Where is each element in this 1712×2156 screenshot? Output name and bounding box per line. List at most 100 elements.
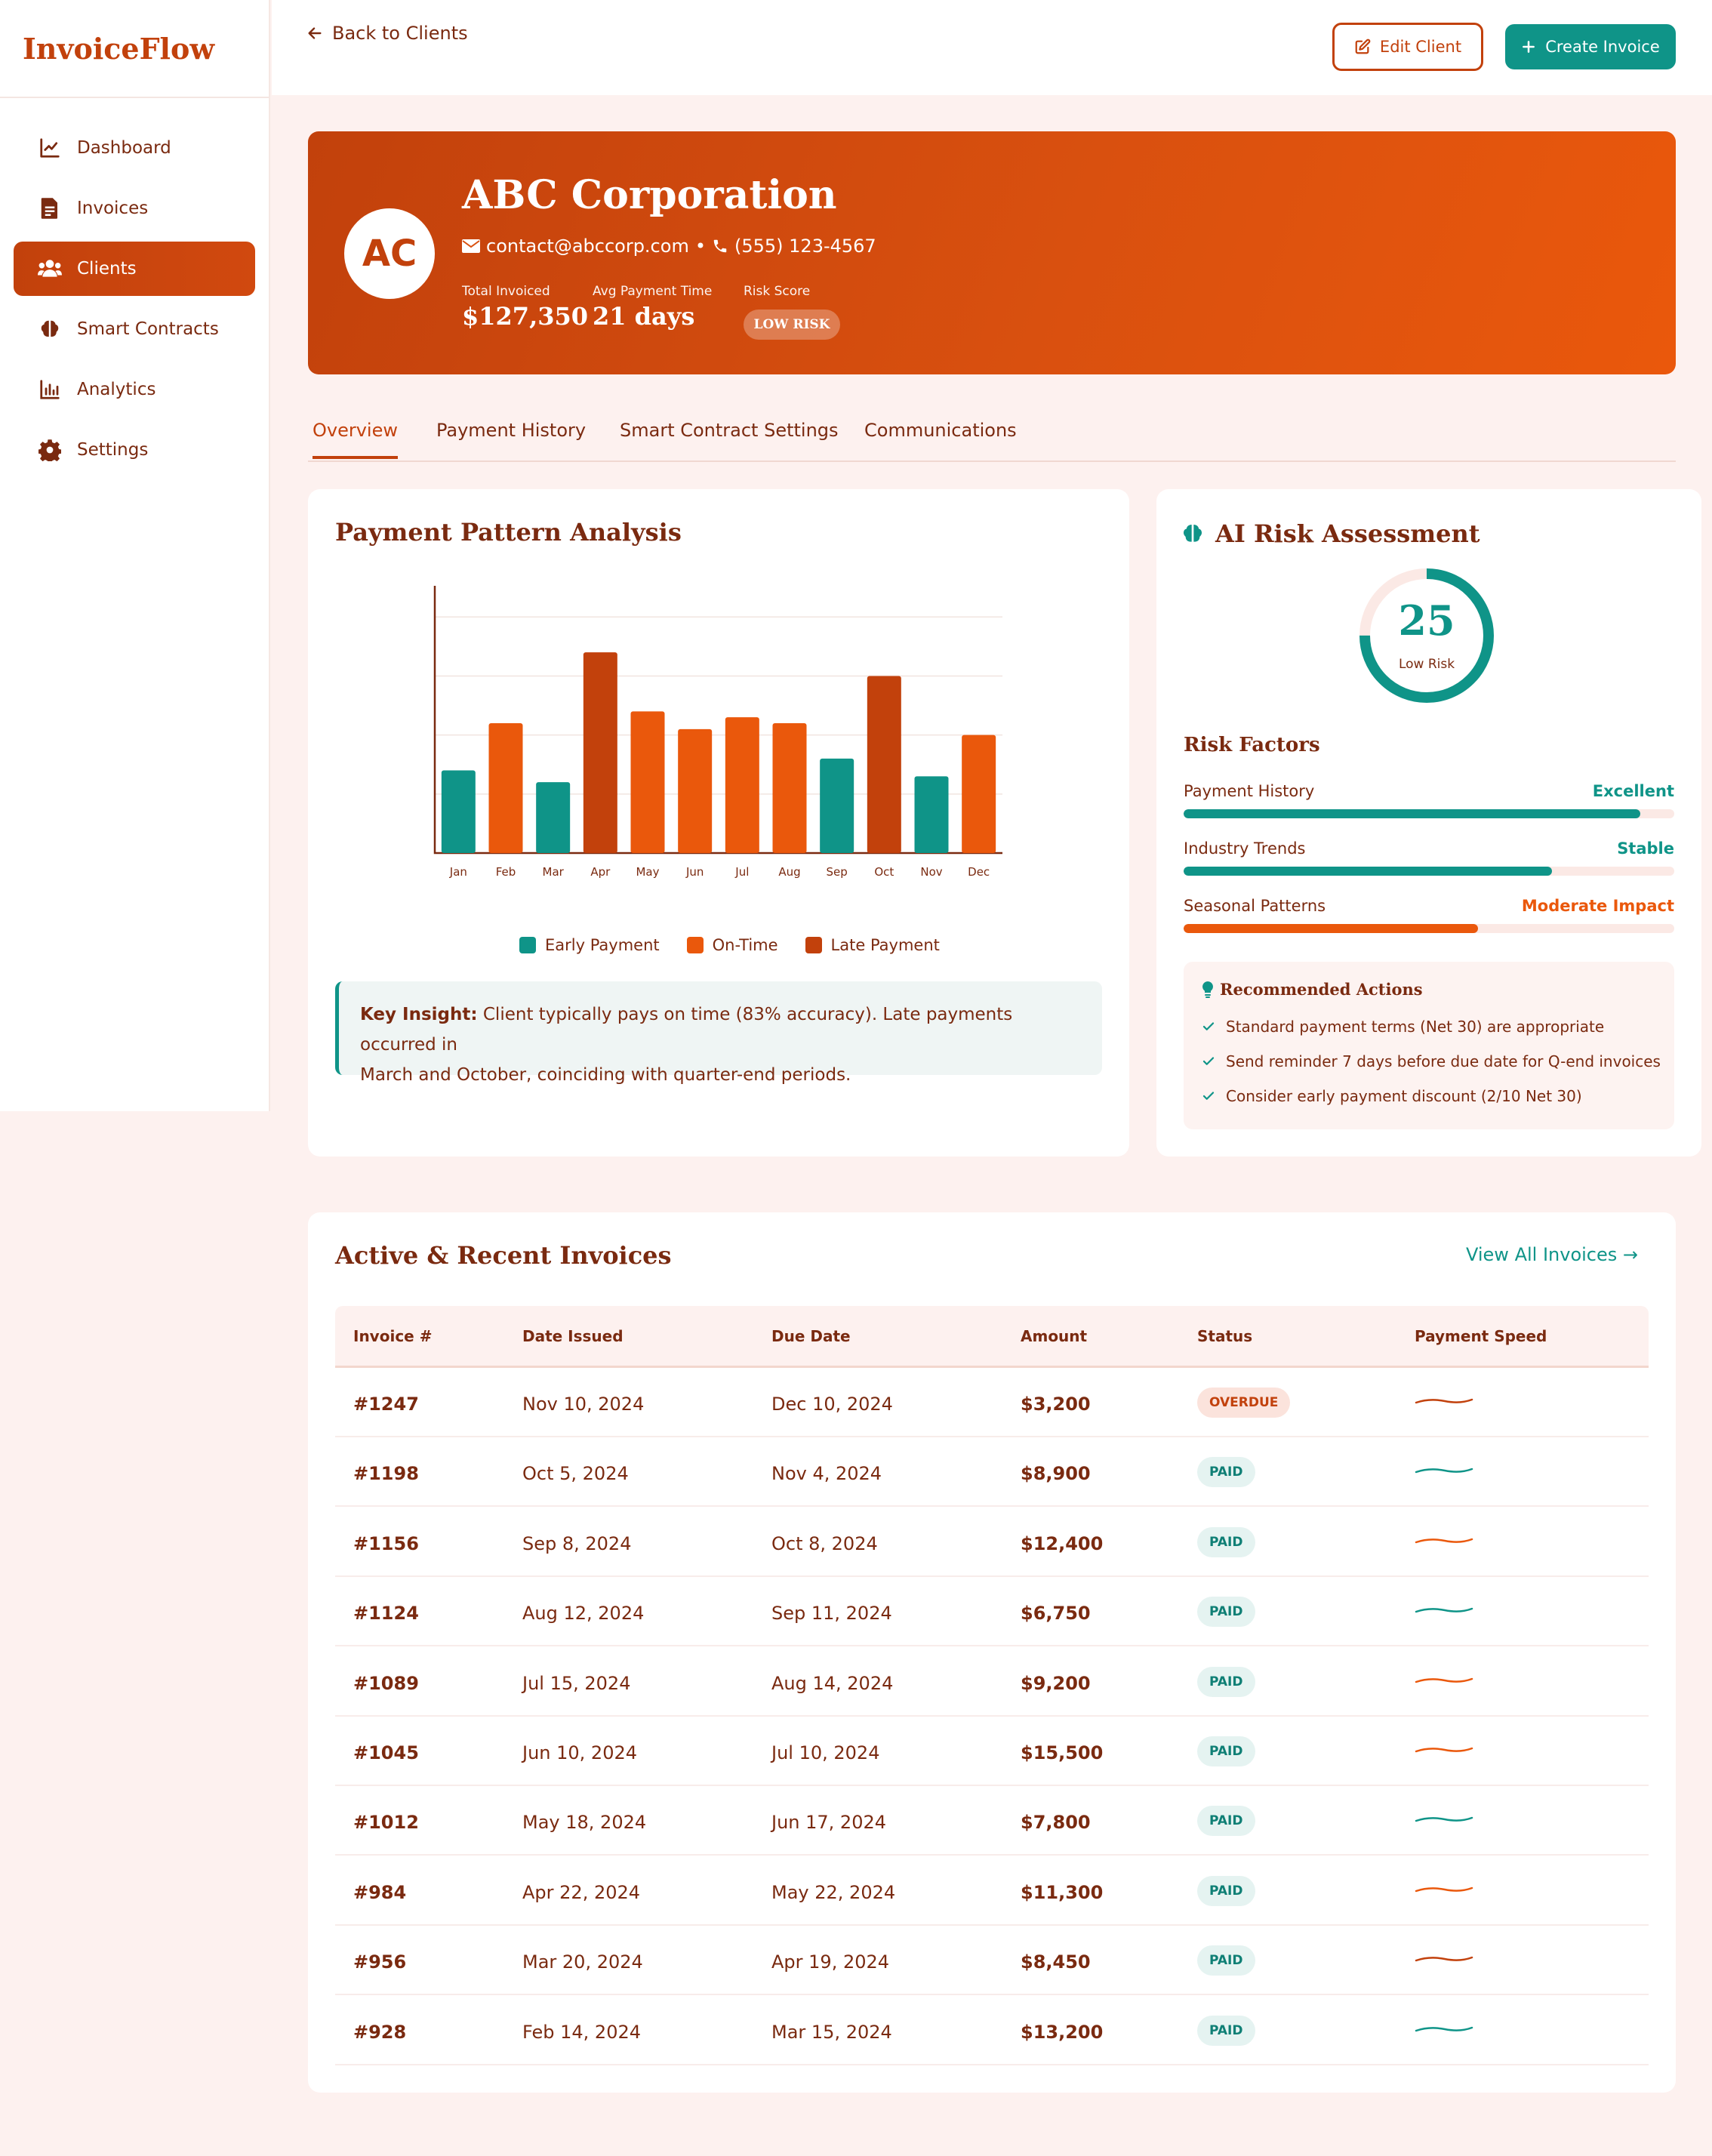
payment-speed-sparkline: [1415, 1398, 1473, 1404]
bar-jun: [678, 728, 713, 853]
create-invoice-button[interactable]: Create Invoice: [1505, 24, 1676, 69]
column-header[interactable]: Due Date: [771, 1327, 851, 1345]
table-row[interactable]: #956 Mar 20, 2024 Apr 19, 2024 $8,450 PAID: [335, 1926, 1649, 1996]
table-row[interactable]: #984 Apr 22, 2024 May 22, 2024 $11,300 PAID: [335, 1856, 1649, 1926]
date-issued: Jun 10, 2024: [522, 1742, 638, 1763]
tab-communications[interactable]: Communications: [864, 420, 1017, 441]
invoice-number[interactable]: #928: [353, 2021, 407, 2043]
avg-payment-time-value: 21 days: [593, 302, 695, 331]
recommended-action-text: Consider early payment discount (2/10 Ne…: [1226, 1087, 1582, 1105]
table-row[interactable]: #1156 Sep 8, 2024 Oct 8, 2024 $12,400 PAID: [335, 1508, 1649, 1577]
payment-speed-sparkline: [1415, 1468, 1473, 1474]
column-header[interactable]: Payment Speed: [1415, 1327, 1547, 1345]
sidebar-item-clients[interactable]: Clients: [14, 242, 255, 296]
edit-client-button[interactable]: Edit Client: [1332, 23, 1483, 71]
payment-pattern-card: Payment Pattern Analysis Jan Feb Mar Apr May…: [308, 489, 1129, 1157]
ai-risk-title: AI Risk Assessment: [1215, 519, 1480, 548]
sidebar-item-analytics[interactable]: Analytics: [14, 362, 255, 417]
recommended-action-text: Send reminder 7 days before due date for…: [1226, 1052, 1661, 1070]
status-badge: PAID: [1197, 2015, 1255, 2046]
table-row[interactable]: #1247 Nov 10, 2024 Dec 10, 2024 $3,200 OVERD…: [335, 1368, 1649, 1437]
bar-apr: [583, 652, 617, 853]
column-header[interactable]: Date Issued: [522, 1327, 624, 1345]
due-date: Jul 10, 2024: [771, 1742, 880, 1763]
view-all-invoices-link[interactable]: View All Invoices →: [1465, 1244, 1638, 1265]
sidebar-item-label: Settings: [77, 440, 149, 460]
tab-smart-contract-settings[interactable]: Smart Contract Settings: [620, 420, 839, 441]
sidebar-item-settings[interactable]: Settings: [14, 423, 255, 477]
invoice-number[interactable]: #1247: [353, 1394, 419, 1415]
invoice-number[interactable]: #1156: [353, 1532, 419, 1554]
app-logo[interactable]: InvoiceFlow: [0, 0, 269, 98]
date-issued: Nov 10, 2024: [522, 1394, 645, 1415]
table-row[interactable]: #1198 Oct 5, 2024 Nov 4, 2024 $8,900 PAID: [335, 1437, 1649, 1508]
sidebar-item-label: Dashboard: [77, 138, 171, 158]
sidebar-item-smart-contracts[interactable]: Smart Contracts: [14, 302, 255, 356]
risk-score-arc: [1359, 568, 1494, 703]
key-insight-box: Key Insight: Client typically pays on ti…: [335, 981, 1102, 1085]
invoice-amount: $8,450: [1021, 1951, 1091, 1973]
date-issued: Sep 8, 2024: [522, 1532, 632, 1554]
column-header[interactable]: Amount: [1021, 1327, 1088, 1345]
invoice-number[interactable]: #1012: [353, 1812, 419, 1834]
date-issued: Jul 15, 2024: [522, 1672, 631, 1694]
contact-separator: •: [694, 236, 706, 257]
invoice-number[interactable]: #956: [353, 1951, 407, 1973]
payment-speed-sparkline: [1415, 1817, 1473, 1822]
tab-overview[interactable]: Overview: [313, 420, 398, 459]
factor-seasonal-patterns-bar: [1184, 924, 1674, 933]
create-invoice-label: Create Invoice: [1545, 38, 1660, 56]
due-date: May 22, 2024: [771, 1881, 896, 1903]
legend-label-late: Late Payment: [830, 936, 940, 954]
top-bar: Back to Clients Edit Client Create Invoi…: [272, 0, 1712, 95]
factor-payment-history-bar: [1184, 809, 1674, 818]
bar-aug: [772, 723, 807, 853]
recommended-action: Consider early payment discount (2/10 Ne…: [1202, 1087, 1582, 1105]
invoice-number[interactable]: #1045: [353, 1742, 419, 1763]
phone-icon: [713, 239, 727, 253]
factor-payment-history-value: Excellent: [1592, 782, 1674, 800]
column-header[interactable]: Status: [1197, 1327, 1253, 1345]
sidebar-item-invoices[interactable]: Invoices: [14, 181, 255, 236]
date-issued: May 18, 2024: [522, 1812, 647, 1834]
column-header[interactable]: Invoice #: [353, 1327, 433, 1345]
lightbulb-icon: [1202, 981, 1213, 998]
payment-speed-sparkline: [1415, 1956, 1473, 1962]
invoice-number[interactable]: #1198: [353, 1463, 419, 1485]
table-row[interactable]: #1089 Jul 15, 2024 Aug 14, 2024 $9,200 PAID: [335, 1647, 1649, 1717]
factor-industry-trends-fill: [1184, 867, 1552, 876]
invoice-amount: $12,400: [1021, 1532, 1104, 1554]
status-badge: PAID: [1197, 1526, 1255, 1557]
tab-payment-history[interactable]: Payment History: [436, 420, 587, 441]
bar-dec: [962, 735, 996, 853]
table-row[interactable]: #1124 Aug 12, 2024 Sep 11, 2024 $6,750 PAID: [335, 1577, 1649, 1647]
client-email[interactable]: contact@abccorp.com: [486, 236, 689, 257]
bar-jul: [725, 717, 759, 853]
status-badge: PAID: [1197, 1736, 1255, 1766]
payment-speed-sparkline: [1415, 1886, 1473, 1893]
legend-label-early: Early Payment: [545, 936, 660, 954]
factor-industry-trends-label: Industry Trends: [1184, 839, 1306, 858]
invoice-amount: $13,200: [1021, 2021, 1104, 2043]
back-to-clients-link[interactable]: Back to Clients: [306, 23, 468, 44]
invoice-number[interactable]: #1089: [353, 1672, 419, 1694]
table-row[interactable]: #1045 Jun 10, 2024 Jul 10, 2024 $15,500 PAID: [335, 1717, 1649, 1786]
invoice-number[interactable]: #984: [353, 1881, 407, 1903]
risk-score-label: Risk Score: [744, 284, 811, 299]
factor-payment-history-fill: [1184, 809, 1640, 818]
x-tick-label: Jul: [734, 865, 749, 879]
invoice-amount: $7,800: [1021, 1812, 1091, 1834]
x-tick-label: Oct: [874, 865, 894, 879]
invoice-amount: $8,900: [1021, 1463, 1091, 1485]
sidebar-item-dashboard[interactable]: Dashboard: [14, 121, 255, 175]
table-row[interactable]: #1012 May 18, 2024 Jun 17, 2024 $7,800 PAID: [335, 1786, 1649, 1856]
table-row[interactable]: #928 Feb 14, 2024 Mar 15, 2024 $13,200 PAID: [335, 1996, 1649, 2065]
status-badge: PAID: [1197, 1666, 1255, 1697]
client-phone[interactable]: (555) 123-4567: [734, 236, 876, 257]
invoice-number[interactable]: #1124: [353, 1603, 419, 1625]
date-issued: Oct 5, 2024: [522, 1463, 629, 1485]
client-contact: contact@abccorp.com • (555) 123-4567: [462, 236, 876, 257]
avatar: AC: [344, 208, 435, 299]
back-label: Back to Clients: [332, 23, 468, 44]
legend-late: Late Payment: [805, 936, 940, 954]
